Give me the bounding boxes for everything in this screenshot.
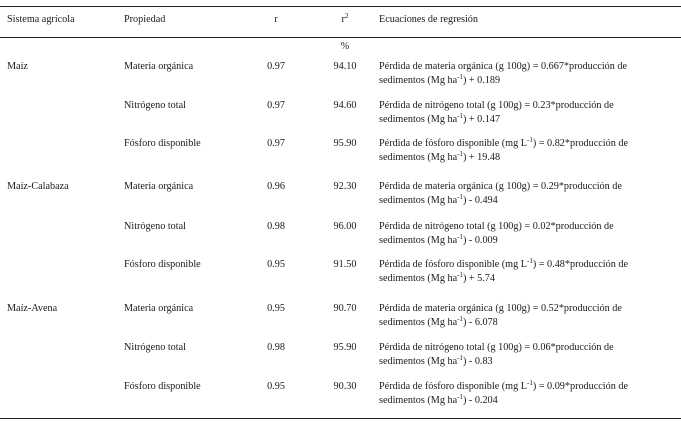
equation-line-1: Pérdida de materia orgánica (g 100g) = 0…	[379, 303, 622, 314]
r-value-cell: 0.95	[267, 259, 285, 270]
equation-text: ) = 0.09*producción de	[532, 381, 628, 392]
propiedad-cell: Fósforo disponible	[124, 138, 201, 149]
r-value-cell: 0.97	[267, 100, 285, 111]
header-ecuaciones: Ecuaciones de regresión	[379, 14, 478, 25]
equation-text: ) = 0.48*producción de	[532, 259, 628, 270]
equation-text: sedimentos (Mg ha	[379, 114, 458, 125]
header-r2-base: r	[341, 14, 345, 25]
equation-text: Pérdida de fósforo disponible (mg L	[379, 138, 527, 149]
unit-r2: %	[340, 41, 350, 52]
equation-superscript: -1	[526, 379, 533, 387]
equation-text: Pérdida de fósforo disponible (mg L	[379, 381, 527, 392]
equation-superscript: -1	[457, 193, 463, 201]
r-value-cell: 0.98	[267, 342, 285, 353]
equation-text: ) + 0.189	[462, 75, 501, 86]
equation-superscript: -1	[457, 233, 463, 241]
equation-superscript: -1	[457, 393, 463, 401]
propiedad-cell: Fósforo disponible	[124, 259, 201, 270]
equation-line-2: sedimentos (Mg ha-1) + 5.74	[379, 272, 495, 286]
equation-text: sedimentos (Mg ha	[379, 195, 458, 206]
header-propiedad: Propiedad	[124, 14, 166, 25]
r2-value-cell: 95.90	[333, 342, 357, 353]
equation-superscript: -1	[457, 354, 463, 362]
equation-superscript: -1	[457, 315, 463, 323]
equation-line-2: sedimentos (Mg ha-1) - 0.494	[379, 194, 498, 208]
r2-value-cell: 94.60	[333, 100, 357, 111]
r-value-cell: 0.95	[267, 303, 285, 314]
equation-superscript: -1	[457, 73, 463, 81]
propiedad-cell: Materia orgánica	[124, 181, 194, 192]
r2-value-cell: 92.30	[333, 181, 357, 192]
table-top-rule	[0, 6, 681, 7]
equation-superscript: -1	[457, 271, 463, 279]
header-rule	[0, 37, 681, 38]
r2-value-cell: 96.00	[333, 221, 357, 232]
propiedad-cell: Nitrógeno total	[124, 342, 186, 353]
propiedad-cell: Nitrógeno total	[124, 221, 186, 232]
sistema-agricola-cell: Maíz	[7, 61, 28, 72]
r-value-cell: 0.98	[267, 221, 285, 232]
propiedad-cell: Materia orgánica	[124, 303, 194, 314]
equation-text: ) - 0.009	[462, 235, 498, 246]
equation-line-2: sedimentos (Mg ha-1) - 6.078	[379, 316, 498, 330]
equation-text: sedimentos (Mg ha	[379, 75, 458, 86]
equation-line-2: sedimentos (Mg ha-1) - 0.204	[379, 394, 498, 408]
equation-text: ) - 0.494	[462, 195, 498, 206]
equation-text: ) - 6.078	[462, 317, 498, 328]
equation-text: ) = 0.82*producción de	[532, 138, 628, 149]
header-sistema: Sistema agrícola	[7, 14, 75, 25]
equation-text: ) - 0.83	[462, 356, 493, 367]
equation-text: ) + 0.147	[462, 114, 501, 125]
equation-line-2: sedimentos (Mg ha-1) + 0.147	[379, 113, 500, 127]
propiedad-cell: Fósforo disponible	[124, 381, 201, 392]
equation-superscript: -1	[457, 150, 463, 158]
equation-superscript: -1	[526, 136, 533, 144]
equation-line-1: Pérdida de materia orgánica (g 100g) = 0…	[379, 181, 622, 192]
header-r: r	[274, 14, 278, 25]
equation-line-1: Pérdida de fósforo disponible (mg L-1) =…	[379, 137, 628, 151]
sistema-agricola-cell: Maíz-Avena	[7, 303, 58, 314]
equation-text: sedimentos (Mg ha	[379, 356, 458, 367]
table-bottom-rule	[0, 418, 681, 419]
sistema-agricola-cell: Maíz-Calabaza	[7, 181, 69, 192]
propiedad-cell: Materia orgánica	[124, 61, 194, 72]
equation-line-2: sedimentos (Mg ha-1) + 0.189	[379, 74, 500, 88]
r-value-cell: 0.96	[267, 181, 285, 192]
equation-line-1: Pérdida de nitrógeno total (g 100g) = 0.…	[379, 221, 614, 232]
equation-text: ) + 5.74	[462, 273, 495, 284]
equation-text: sedimentos (Mg ha	[379, 395, 458, 406]
header-r2-sup: 2	[344, 12, 349, 20]
r2-value-cell: 94.10	[333, 61, 357, 72]
equation-line-2: sedimentos (Mg ha-1) - 0.83	[379, 355, 493, 369]
equation-text: sedimentos (Mg ha	[379, 152, 458, 163]
equation-line-1: Pérdida de materia orgánica (g 100g) = 0…	[379, 61, 627, 72]
r-value-cell: 0.97	[267, 61, 285, 72]
r2-value-cell: 90.30	[333, 381, 357, 392]
equation-superscript: -1	[526, 257, 533, 265]
r2-value-cell: 95.90	[333, 138, 357, 149]
equation-text: ) + 19.48	[462, 152, 501, 163]
equation-superscript: -1	[457, 112, 463, 120]
equation-text: sedimentos (Mg ha	[379, 317, 458, 328]
equation-line-2: sedimentos (Mg ha-1) - 0.009	[379, 234, 498, 248]
r-value-cell: 0.95	[267, 381, 285, 392]
equation-text: sedimentos (Mg ha	[379, 273, 458, 284]
equation-line-1: Pérdida de nitrógeno total (g 100g) = 0.…	[379, 342, 614, 353]
equation-text: ) - 0.204	[462, 395, 498, 406]
equation-line-1: Pérdida de fósforo disponible (mg L-1) =…	[379, 258, 628, 272]
header-r2: r2	[325, 13, 365, 27]
r2-value-cell: 90.70	[333, 303, 357, 314]
equation-line-1: Pérdida de fósforo disponible (mg L-1) =…	[379, 380, 628, 394]
equation-line-1: Pérdida de nitrógeno total (g 100g) = 0.…	[379, 100, 614, 111]
equation-text: Pérdida de fósforo disponible (mg L	[379, 259, 527, 270]
r-value-cell: 0.97	[267, 138, 285, 149]
equation-text: sedimentos (Mg ha	[379, 235, 458, 246]
r2-value-cell: 91.50	[333, 259, 357, 270]
propiedad-cell: Nitrógeno total	[124, 100, 186, 111]
equation-line-2: sedimentos (Mg ha-1) + 19.48	[379, 151, 500, 165]
